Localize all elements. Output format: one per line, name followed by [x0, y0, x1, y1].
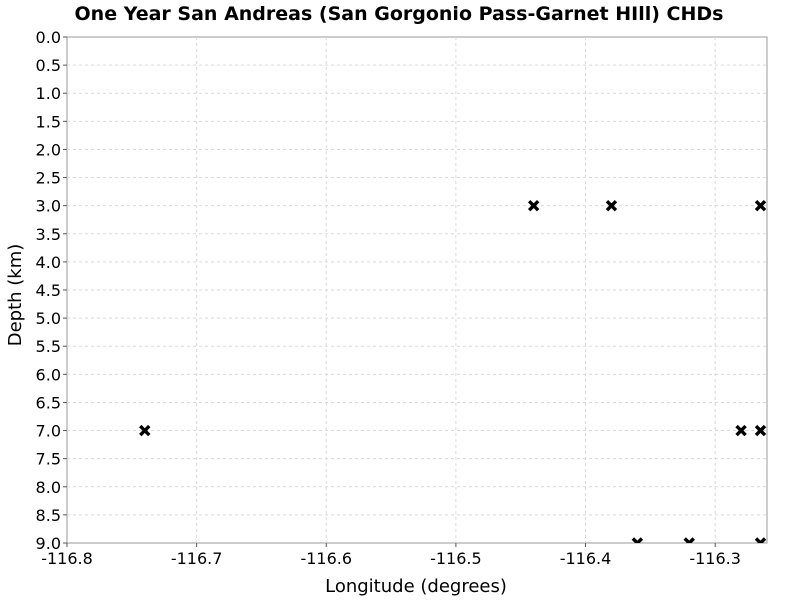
grid [67, 37, 767, 543]
y-tick-label: 8.5 [36, 506, 61, 525]
x-tick-label: -116.8 [41, 549, 93, 568]
x-tick-label: -116.4 [560, 549, 612, 568]
y-tick-label: 1.5 [36, 112, 61, 131]
y-tick-label: 5.0 [36, 309, 61, 328]
data-point [754, 199, 767, 212]
x-tick-label: -116.6 [300, 549, 352, 568]
x-tick-label: -116.5 [430, 549, 482, 568]
data-point [754, 537, 767, 543]
y-tick-label: 3.5 [36, 225, 61, 244]
data-point [754, 424, 767, 437]
y-tick-label: 7.0 [36, 422, 61, 441]
data-point [605, 199, 618, 212]
x-tick-label: -116.7 [171, 549, 223, 568]
x-axis-label: Longitude (degrees) [325, 576, 507, 597]
x-tick-label: -116.3 [689, 549, 741, 568]
y-tick-label: 7.5 [36, 450, 61, 469]
data-point [683, 537, 695, 543]
y-tick-label: 4.0 [36, 253, 61, 272]
axis-ticks: -116.8 -116.7 -116.6 -116.5 -116.4 -116.3 0.0 0… [36, 28, 741, 568]
y-tick-label: 8.0 [36, 478, 61, 497]
y-tick-label: 6.5 [36, 393, 61, 412]
y-axis-label: Depth (km) [5, 244, 26, 347]
y-tick-label: 2.0 [36, 140, 61, 159]
data-points [139, 199, 767, 543]
y-tick-label: 5.5 [36, 337, 61, 356]
y-tick-label: 2.5 [36, 169, 61, 188]
y-tick-label: 0.5 [36, 56, 61, 75]
y-tick-label: 4.5 [36, 281, 61, 300]
chart-title: One Year San Andreas (San Gorgonio Pass-… [75, 3, 724, 25]
y-tick-label: 1.0 [36, 84, 61, 103]
data-point [735, 424, 747, 437]
data-point [631, 537, 644, 543]
data-point [139, 424, 151, 437]
y-tick-label: 6.0 [36, 365, 61, 384]
y-tick-label: 9.0 [36, 534, 61, 553]
data-point [527, 199, 540, 212]
y-tick-label: 0.0 [36, 28, 61, 47]
y-tick-label: 3.0 [36, 197, 61, 216]
